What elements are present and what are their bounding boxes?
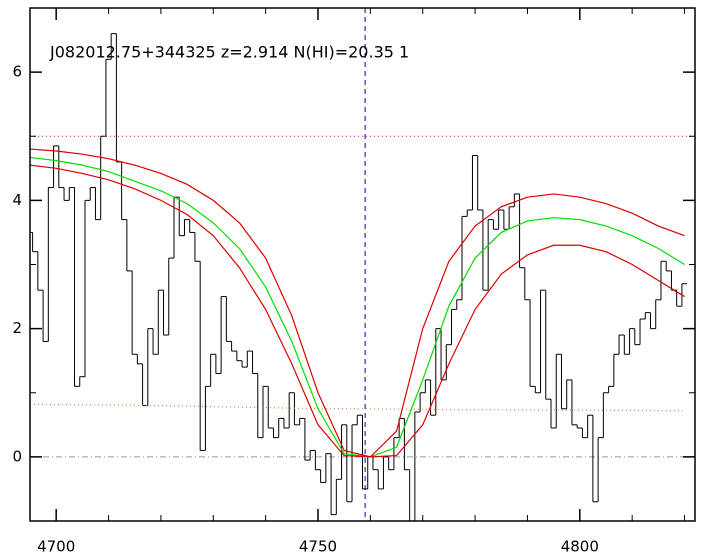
y-tick-label: 4 bbox=[12, 191, 22, 209]
y-tick-label: 6 bbox=[12, 63, 22, 81]
chart-title: J082012.75+344325 z=2.914 N(HI)=20.35 1 bbox=[49, 43, 409, 62]
y-tick-label: 2 bbox=[12, 319, 22, 337]
x-tick-label: 4750 bbox=[299, 538, 337, 556]
y-tick-label: 0 bbox=[12, 447, 22, 465]
x-tick-label: 4700 bbox=[37, 538, 75, 556]
model-line bbox=[30, 164, 685, 458]
model-line bbox=[30, 156, 685, 458]
error-line bbox=[30, 403, 685, 412]
model-line bbox=[30, 148, 685, 458]
x-tick-label: 4800 bbox=[561, 538, 599, 556]
plot-area bbox=[30, 8, 695, 521]
